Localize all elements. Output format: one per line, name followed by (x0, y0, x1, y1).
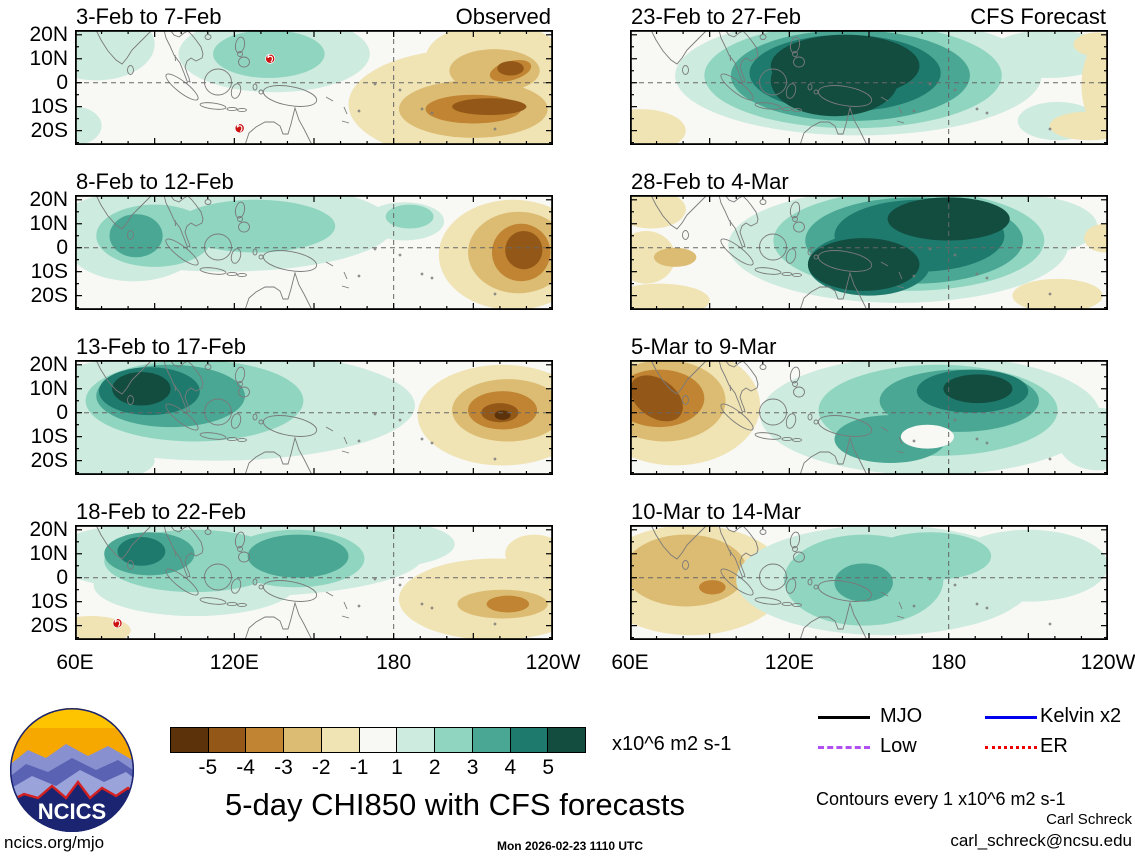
contours-note: Contours every 1 x10^6 m2 s-1 (816, 789, 1066, 809)
legend-label: MJO (880, 705, 923, 727)
y-tick-label: 10S (30, 424, 68, 448)
x-tick-label: 120E (764, 651, 814, 674)
colorbar-tick-label: -3 (274, 756, 293, 779)
x-tick-label: 180 (376, 651, 412, 674)
map-obs-2 (75, 195, 553, 310)
tropical-cyclone-icon (112, 618, 123, 629)
legend-line-low (818, 746, 870, 749)
colorbar-tick-label: 2 (428, 756, 441, 779)
ncics-logo: NCICS (8, 706, 136, 834)
colorbar-tick-label: -4 (236, 756, 255, 779)
y-tick-label: 20N (29, 517, 68, 541)
ncics-logo-text: NCICS (38, 799, 106, 824)
legend-label: Kelvin x2 (1040, 705, 1122, 727)
panel-title-fcst-2: 28-Feb to 4-Mar (631, 169, 789, 194)
map-fcst-2 (630, 195, 1108, 310)
y-tick-label: 20S (30, 613, 68, 637)
figure-title: 5-day CHI850 with CFS forecasts (224, 787, 685, 822)
colorbar-cell (284, 728, 322, 752)
map-fcst-4 (630, 525, 1108, 640)
timestamp: Mon 2026-02-23 1110 UTC (496, 839, 644, 853)
map-fcst-1 (630, 30, 1108, 145)
colorbar-tick-label: -2 (311, 756, 331, 779)
map-fcst-3 (630, 360, 1108, 475)
colorbar-cell (472, 728, 511, 752)
map-panel-obs-4 (75, 525, 553, 640)
colorbar-cell (397, 728, 436, 752)
colorbar-tick-label: -5 (198, 756, 218, 779)
map-panel-fcst-3 (630, 360, 1108, 475)
colorbar (170, 727, 586, 753)
colorbar-cell (246, 728, 285, 752)
colorbar-tick-label: 5 (542, 756, 555, 779)
y-tick-label: 10N (29, 376, 68, 400)
y-tick-label: 20N (29, 352, 68, 376)
map-panel-fcst-4 (630, 525, 1108, 640)
y-tick-label: 0 (56, 565, 68, 589)
colorbar-tick-label: 4 (504, 756, 517, 779)
legend-line-er (985, 746, 1037, 749)
x-tick-label: 60E (611, 651, 649, 674)
panel-title-obs-2: 8-Feb to 12-Feb (76, 169, 234, 194)
x-tick-label: 180 (931, 651, 967, 674)
panel-title-fcst-4: 10-Mar to 14-Mar (631, 499, 801, 524)
y-tick-label: 10N (29, 46, 68, 70)
y-tick-label: 0 (56, 70, 68, 94)
x-tick-label: 120W (1080, 651, 1135, 674)
legend-line-kelvin-x2 (985, 716, 1037, 719)
x-tick-label: 60E (56, 651, 94, 674)
y-tick-label: 20S (30, 118, 68, 142)
colorbar-cell (321, 728, 360, 752)
map-panel-obs-2 (75, 195, 553, 310)
y-tick-label: 20N (29, 22, 68, 46)
colorbar-tick-label: 1 (391, 756, 403, 779)
tropical-cyclone-icon (234, 123, 245, 134)
map-obs-1 (75, 30, 553, 145)
y-tick-label: 20S (30, 448, 68, 472)
colorbar-tick-label: -1 (349, 756, 369, 779)
map-panel-fcst-1 (630, 30, 1108, 145)
y-tick-label: 10N (29, 211, 68, 235)
y-tick-label: 0 (56, 235, 68, 259)
y-tick-label: 10S (30, 589, 68, 613)
legend-label: Low (880, 735, 917, 757)
colorbar-cell (510, 728, 549, 752)
map-panel-fcst-2 (630, 195, 1108, 310)
y-tick-label: 10S (30, 94, 68, 118)
ncics-logo-art: NCICS (9, 707, 135, 833)
colorbar-tick-label: 3 (466, 756, 479, 779)
y-tick-label: 10N (29, 541, 68, 565)
map-obs-3 (75, 360, 553, 475)
colorbar-cell (435, 728, 473, 752)
panel-title-obs-1: 3-Feb to 7-Feb (76, 4, 222, 29)
y-tick-label: 20S (30, 283, 68, 307)
panel-source-label-fcst-1: CFS Forecast (970, 4, 1106, 29)
colorbar-cell (171, 728, 209, 752)
panel-title-obs-3: 13-Feb to 17-Feb (76, 334, 246, 359)
panel-title-fcst-1: 23-Feb to 27-Feb (631, 4, 801, 29)
x-tick-label: 120E (209, 651, 259, 674)
panel-title-fcst-3: 5-Mar to 9-Mar (631, 334, 777, 359)
map-obs-4 (75, 525, 553, 640)
x-tick-label: 120W (525, 651, 581, 674)
panel-source-label-obs-1: Observed (455, 4, 551, 29)
legend-line-mjo (818, 716, 870, 719)
map-panel-obs-1 (75, 30, 553, 145)
colorbar-units: x10^6 m2 s-1 (612, 733, 732, 755)
credit-email: carl_schreck@ncsu.edu (950, 831, 1132, 850)
credit-name: Carl Schreck (1046, 811, 1132, 828)
y-tick-label: 10S (30, 259, 68, 283)
colorbar-cell (359, 728, 398, 752)
tropical-cyclone-icon (265, 53, 276, 64)
map-panel-obs-3 (75, 360, 553, 475)
y-tick-label: 0 (56, 400, 68, 424)
colorbar-cell (208, 728, 247, 752)
panel-title-obs-4: 18-Feb to 22-Feb (76, 499, 246, 524)
legend-label: ER (1040, 735, 1068, 757)
y-tick-label: 20N (29, 187, 68, 211)
site-url: ncics.org/mjo (4, 833, 105, 852)
colorbar-cell (548, 728, 586, 752)
